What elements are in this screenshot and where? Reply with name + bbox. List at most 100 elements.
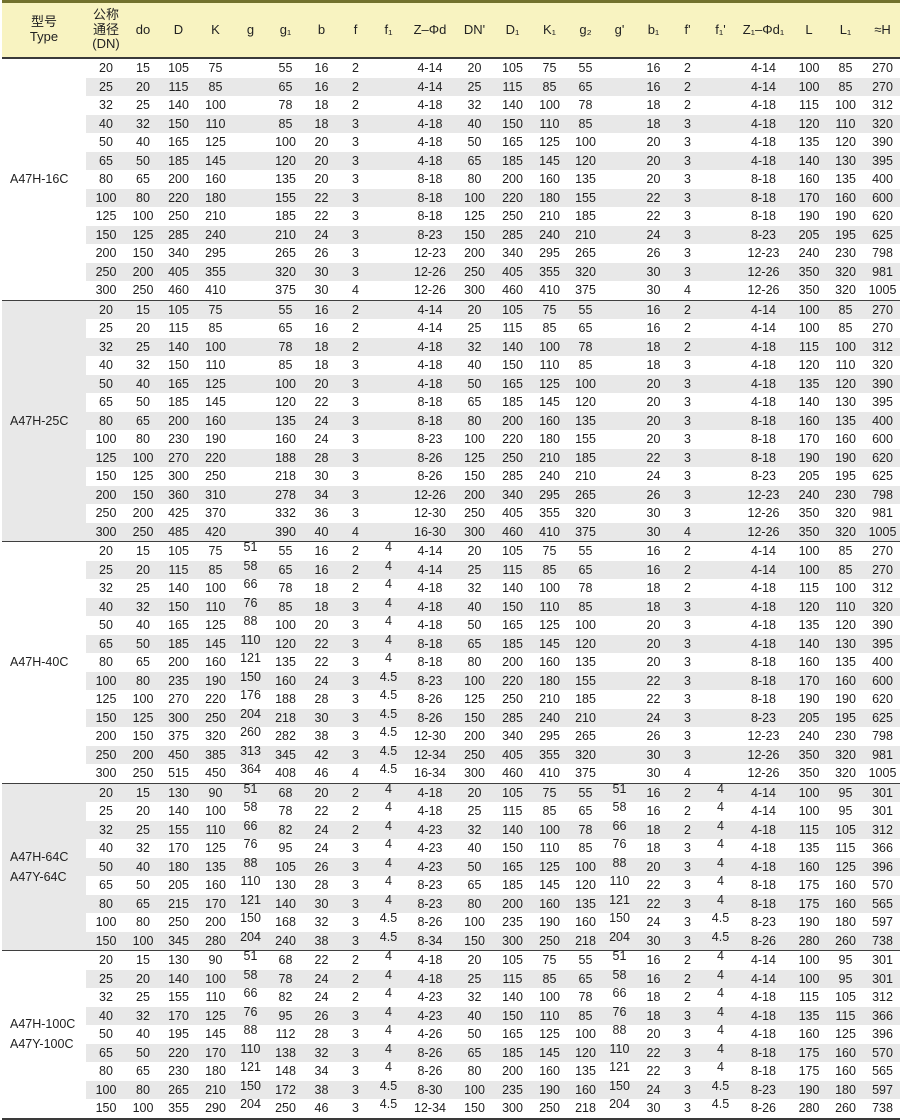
cell-g2: 78	[568, 988, 603, 1007]
cell-do: 40	[126, 133, 160, 152]
cell-g_prime	[603, 522, 636, 542]
cell-b1: 24	[636, 467, 671, 486]
cell-dn_prime: 125	[455, 690, 494, 709]
cell-g2: 100	[568, 133, 603, 152]
cell-z1_phid1: 8-23	[737, 225, 790, 244]
cell-g_prime	[603, 133, 636, 152]
cell-dn_prime: 300	[455, 281, 494, 300]
cell-z1_phid1: 4-14	[737, 560, 790, 579]
cell-g	[234, 522, 267, 542]
cell-f1_prime	[704, 96, 737, 115]
cell-f1	[372, 504, 405, 523]
cell-b1: 26	[636, 485, 671, 504]
cell-f_prime: 3	[671, 1062, 704, 1081]
cell-approxH: 1005	[863, 764, 900, 783]
cell-g2: 135	[568, 411, 603, 430]
cell-g1: 65	[267, 319, 304, 338]
cell-approxH: 1005	[863, 281, 900, 300]
col-header-D1: D₁	[494, 1, 531, 59]
cell-g_prime: 76	[603, 1005, 636, 1025]
cell-f1: 4	[372, 541, 405, 561]
cell-K: 190	[197, 430, 234, 449]
cell-g_prime	[603, 616, 636, 635]
cell-L1: 85	[828, 541, 863, 561]
cell-g_prime: 88	[603, 1024, 636, 1044]
cell-dn_prime: 25	[455, 77, 494, 96]
cell-L: 115	[790, 820, 828, 839]
cell-z1_phid1: 4-18	[737, 337, 790, 356]
type-label: A47H-64C A47Y-64C	[2, 782, 86, 951]
cell-f1: 4.5	[372, 1098, 405, 1119]
cell-f1_prime: 4	[704, 968, 737, 988]
cell-g: 88	[234, 615, 267, 635]
cell-dn_prime: 32	[455, 579, 494, 598]
cell-f: 3	[339, 1043, 372, 1062]
cell-z_phid: 4-18	[405, 579, 455, 598]
cell-g1: 185	[267, 207, 304, 226]
cell-dn: 40	[86, 597, 126, 616]
cell-g2: 375	[568, 522, 603, 542]
cell-g_prime	[603, 244, 636, 263]
cell-f1_prime: 4	[704, 801, 737, 821]
cell-dn: 100	[86, 188, 126, 207]
cell-b1: 20	[636, 374, 671, 393]
cell-do: 50	[126, 876, 160, 895]
cell-f1	[372, 467, 405, 486]
cell-do: 15	[126, 541, 160, 561]
cell-g1: 345	[267, 745, 304, 764]
cell-dn_prime: 65	[455, 1043, 494, 1062]
cell-D1: 220	[494, 430, 531, 449]
cell-z_phid: 8-26	[405, 1062, 455, 1081]
cell-z_phid: 8-34	[405, 931, 455, 951]
cell-f1: 4.5	[372, 707, 405, 727]
cell-b: 24	[304, 430, 339, 449]
cell-dn_prime: 250	[455, 504, 494, 523]
cell-z1_phid1: 4-18	[737, 114, 790, 133]
cell-K: 125	[197, 374, 234, 393]
cell-approxH: 625	[863, 708, 900, 727]
cell-g1: 95	[267, 1006, 304, 1025]
cell-dn_prime: 40	[455, 597, 494, 616]
cell-L: 140	[790, 151, 828, 170]
cell-do: 32	[126, 1006, 160, 1025]
cell-b1: 26	[636, 244, 671, 263]
cell-f1: 4	[372, 968, 405, 988]
cell-b: 30	[304, 281, 339, 300]
cell-b: 24	[304, 671, 339, 690]
cell-g1: 105	[267, 857, 304, 876]
cell-dn_prime: 300	[455, 522, 494, 542]
cell-L: 175	[790, 1062, 828, 1081]
cell-g2: 185	[568, 207, 603, 226]
cell-z1_phid1: 12-23	[737, 244, 790, 263]
cell-f1_prime	[704, 671, 737, 690]
cell-f_prime: 2	[671, 77, 704, 96]
cell-g	[234, 207, 267, 226]
cell-L1: 160	[828, 876, 863, 895]
cell-f1: 4	[372, 950, 405, 970]
cell-z1_phid1: 8-18	[737, 894, 790, 913]
cell-D1: 150	[494, 114, 531, 133]
table-row: 80 65 200 160 135 24 3 8-18 80 200 160 135 20 3 8-18 16…	[2, 411, 900, 430]
cell-dn: 25	[86, 969, 126, 988]
cell-L: 160	[790, 1025, 828, 1044]
cell-b: 22	[304, 207, 339, 226]
cell-g	[234, 467, 267, 486]
cell-K: 160	[197, 170, 234, 189]
cell-f_prime: 3	[671, 225, 704, 244]
cell-g2: 100	[568, 374, 603, 393]
cell-b1: 20	[636, 1025, 671, 1044]
cell-f1_prime: 4	[704, 950, 737, 970]
cell-dn_prime: 65	[455, 634, 494, 653]
cell-L1: 160	[828, 430, 863, 449]
cell-b: 24	[304, 411, 339, 430]
cell-f1_prime: 4.5	[704, 912, 737, 932]
cell-L1: 160	[828, 188, 863, 207]
cell-D: 230	[160, 1062, 197, 1081]
cell-L: 100	[790, 58, 828, 78]
cell-K: 210	[197, 207, 234, 226]
table-row: 80 65 200 160 135 20 3 8-18 80 200 160 135 20 3 8-18 16…	[2, 170, 900, 189]
cell-g_prime	[603, 77, 636, 96]
cell-b1: 18	[636, 356, 671, 375]
cell-f: 2	[339, 802, 372, 821]
